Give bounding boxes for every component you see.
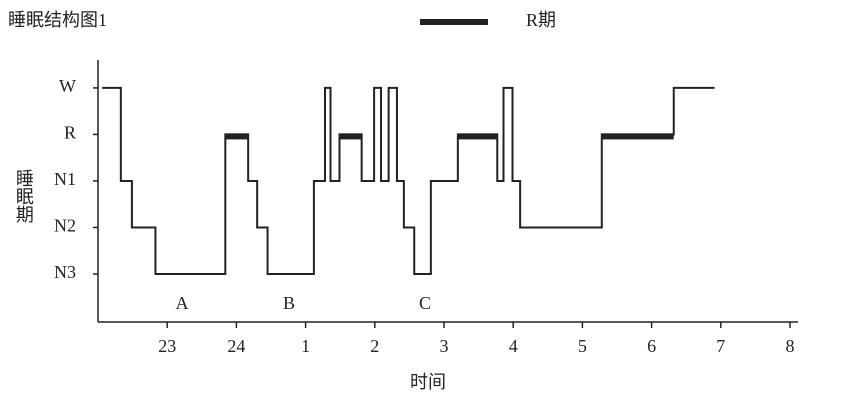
x-tick-label: 2: [370, 336, 379, 356]
annotation: A: [176, 293, 189, 313]
r-period: [457, 133, 498, 140]
y-axis-label: 睡眠期: [14, 169, 34, 223]
x-axis-label: 时间: [410, 372, 446, 392]
y-tick-label: W: [59, 76, 76, 96]
r-period: [339, 133, 362, 140]
annotation: B: [283, 293, 295, 313]
x-tick-label: 1: [301, 336, 310, 356]
y-tick-label: R: [64, 123, 76, 143]
r-period: [601, 133, 674, 140]
sleep-stage-line: [102, 86, 715, 275]
y-tick-label: N2: [54, 216, 76, 236]
y-tick-label: N1: [54, 169, 76, 189]
x-tick-label: 4: [509, 336, 518, 356]
x-tick-label: 6: [647, 336, 656, 356]
x-tick-label: 24: [227, 336, 245, 356]
chart-title: 睡眠结构图1: [8, 10, 107, 30]
x-tick-label: 3: [440, 336, 449, 356]
x-tick-label: 8: [786, 336, 795, 356]
x-tick-label: 5: [578, 336, 587, 356]
annotation: C: [419, 293, 431, 313]
x-tick-label: 23: [158, 336, 176, 356]
y-tick-label: N3: [54, 262, 76, 282]
x-tick-label: 7: [716, 336, 725, 356]
legend-label: R期: [526, 10, 556, 30]
r-period: [225, 133, 249, 140]
